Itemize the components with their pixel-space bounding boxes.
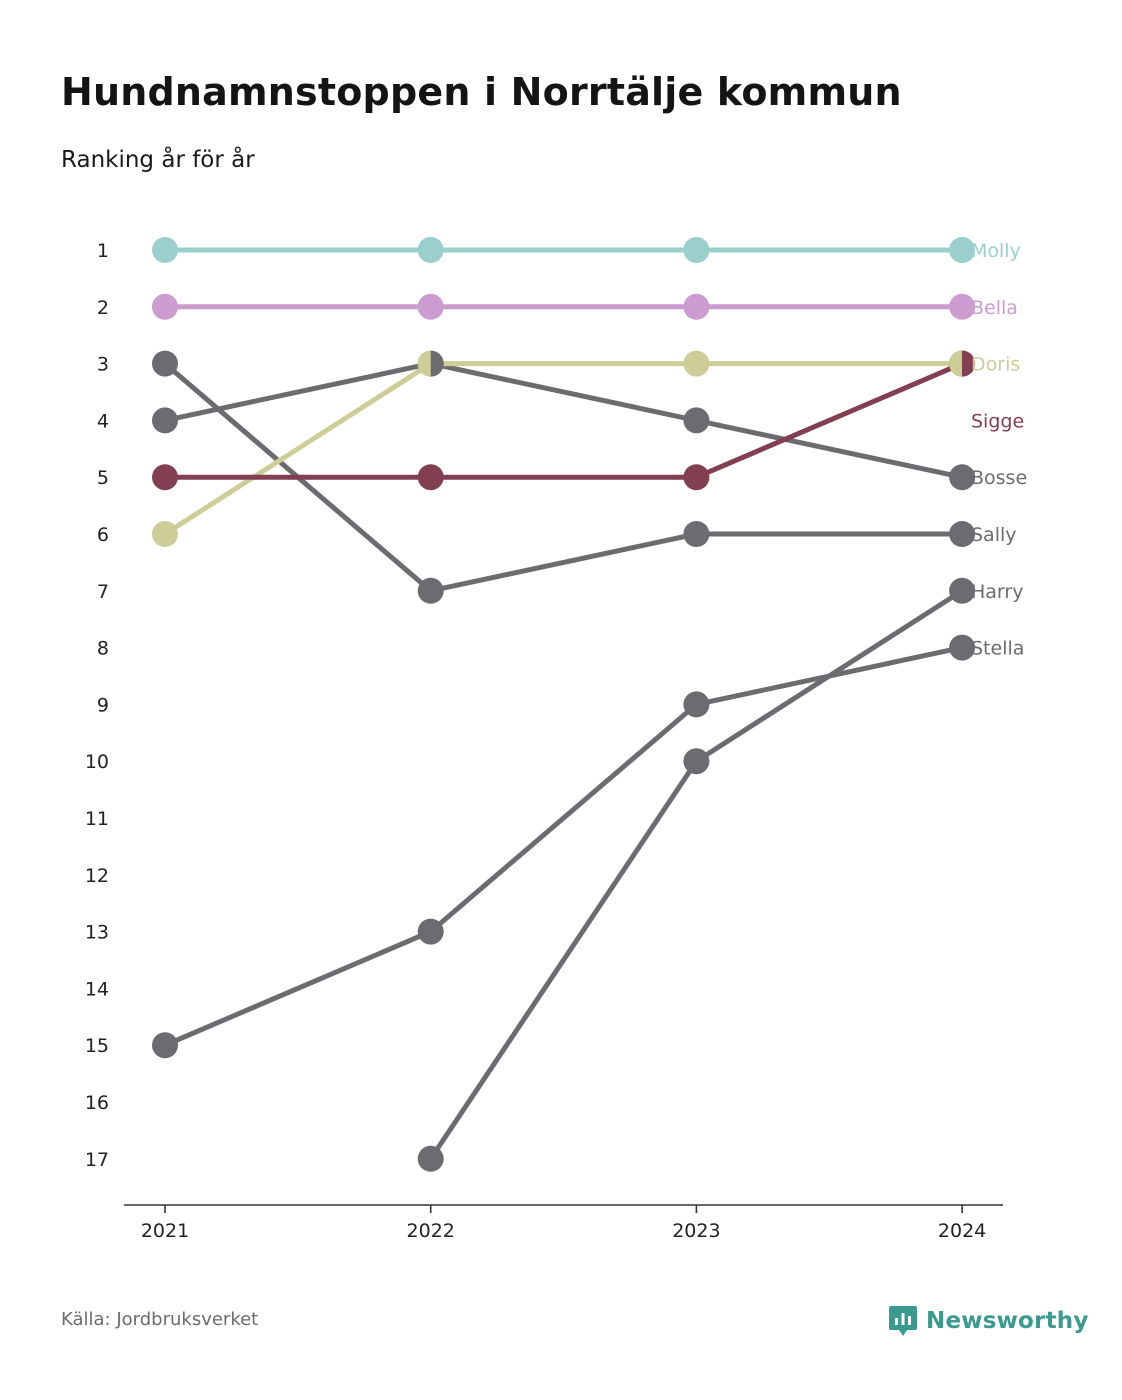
data-point-sigge — [683, 464, 710, 491]
data-point-stella — [949, 634, 976, 661]
brand-name: Newsworthy — [926, 1308, 1089, 1334]
data-point-molly — [683, 237, 710, 263]
data-point-harry — [417, 1145, 444, 1172]
series-label-stella: Stella — [971, 638, 1024, 660]
series-line-stella — [162, 645, 965, 1048]
data-point-stella — [417, 918, 444, 945]
y-tick-label: 5 — [97, 467, 109, 489]
data-point-harry — [949, 577, 976, 604]
data-point-bella — [417, 293, 444, 320]
y-tick-label: 10 — [85, 751, 109, 773]
data-point-sally — [683, 521, 710, 547]
data-point-doris — [683, 350, 710, 377]
data-point-doris-split — [949, 350, 963, 377]
y-tick-label: 3 — [97, 354, 109, 376]
y-tick-label: 9 — [97, 694, 109, 716]
chart-title: Hundnamnstoppen i Norrtälje kommun — [61, 70, 902, 114]
y-tick-label: 8 — [97, 638, 109, 660]
data-point-stella — [152, 1032, 178, 1059]
series-label-sigge: Sigge — [971, 410, 1024, 432]
y-tick-label: 4 — [97, 410, 109, 432]
y-tick-label: 1 — [97, 240, 109, 262]
series-label-molly: Molly — [971, 240, 1021, 262]
data-point-sally — [152, 350, 178, 377]
y-tick-label: 17 — [85, 1149, 109, 1171]
data-point-bosse-split — [430, 350, 444, 377]
y-tick-label: 15 — [85, 1035, 109, 1057]
data-point-molly — [417, 237, 444, 263]
data-point-stella — [683, 691, 710, 718]
data-point-sigge-split — [962, 350, 976, 377]
y-tick-label: 7 — [97, 581, 109, 603]
y-tick-label: 16 — [85, 1092, 109, 1114]
series-line-sigge — [162, 361, 965, 480]
y-tick-label: 14 — [85, 978, 109, 1000]
data-point-sigge — [152, 464, 178, 491]
data-point-bella — [949, 293, 976, 320]
series-label-sally: Sally — [971, 524, 1017, 546]
series-label-harry: Harry — [971, 581, 1023, 603]
data-point-bosse — [683, 407, 710, 434]
x-tick-label: 2024 — [938, 1220, 986, 1242]
data-point-bella — [152, 293, 178, 320]
chart-subtitle: Ranking år för år — [61, 147, 255, 173]
series-label-bella: Bella — [971, 297, 1018, 319]
series-label-bosse: Bosse — [971, 467, 1027, 489]
data-point-bella — [683, 293, 710, 320]
series-line-harry — [428, 588, 965, 1162]
x-tick-label: 2021 — [141, 1220, 189, 1242]
brand-logo: Newsworthy — [888, 1304, 1089, 1338]
series-line-bosse — [162, 361, 965, 480]
data-point-molly — [152, 237, 178, 263]
data-point-molly — [949, 237, 976, 263]
series-label-doris: Doris — [971, 354, 1020, 376]
data-point-doris — [152, 521, 178, 547]
data-point-harry — [683, 748, 710, 775]
x-tick-label: 2023 — [672, 1220, 720, 1242]
y-tick-label: 13 — [85, 922, 109, 944]
x-tick-label: 2022 — [407, 1220, 455, 1242]
y-tick-label: 6 — [97, 524, 109, 546]
source-note: Källa: Jordbruksverket — [61, 1309, 259, 1330]
data-point-sally — [949, 521, 976, 547]
y-tick-label: 2 — [97, 297, 109, 319]
y-tick-label: 11 — [85, 808, 109, 830]
data-point-sigge — [417, 464, 444, 491]
data-point-sally — [417, 577, 444, 604]
y-tick-label: 12 — [85, 865, 109, 887]
newsworthy-logo-icon — [889, 1306, 917, 1336]
data-point-bosse — [949, 464, 976, 491]
data-point-doris-split — [417, 350, 431, 377]
series-line-doris — [162, 361, 965, 537]
data-point-bosse — [152, 407, 178, 434]
